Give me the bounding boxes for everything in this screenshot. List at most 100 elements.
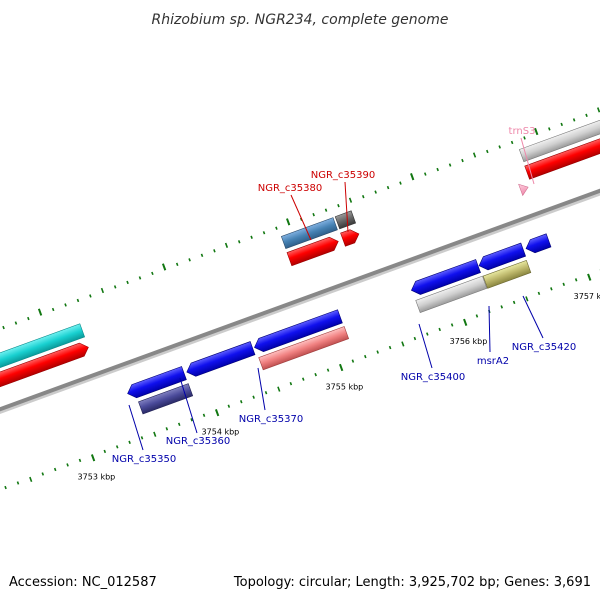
- ruler-tick: [89, 294, 92, 298]
- label-ngr-c35390[interactable]: NGR_c35390: [311, 170, 376, 181]
- ruler-tick: [413, 336, 417, 341]
- callout-ngr-c35380: [290, 194, 312, 241]
- feature-ngr-c35390[interactable]: [334, 210, 357, 230]
- feature-gray-forward[interactable]: [518, 108, 600, 163]
- ruler-tick: [548, 127, 551, 131]
- feature-ngr-c35370[interactable]: [252, 309, 343, 354]
- ruler-tick: [424, 172, 427, 176]
- ruler-tick: [585, 113, 588, 118]
- feature-ngr-c35420[interactable]: [524, 233, 552, 255]
- ruler-tick: [475, 314, 479, 318]
- ruler-tick: [252, 395, 255, 399]
- backbone: [0, 140, 600, 446]
- ruler-tick: [66, 463, 69, 467]
- ruler-tick: [388, 345, 392, 350]
- ruler-tick: [161, 263, 167, 271]
- ruler-label: 3754 kbp: [202, 428, 240, 437]
- genome-track: [0, 107, 600, 490]
- callout-ngr-c35370: [257, 367, 266, 411]
- ruler-tick: [534, 127, 539, 136]
- ruler-tick: [562, 282, 566, 287]
- feature-ngr-c35400-product[interactable]: [415, 275, 488, 314]
- ruler-tick: [286, 218, 291, 226]
- feature-ngr-c35350-product[interactable]: [138, 383, 194, 415]
- ruler-tick: [202, 413, 206, 417]
- ruler-tick: [523, 136, 526, 140]
- feature-ngr-c35380[interactable]: [280, 217, 338, 250]
- ruler-tick: [64, 303, 67, 307]
- ruler-tick: [51, 307, 55, 312]
- feature-cyan-forward[interactable]: [0, 323, 86, 387]
- feature-red-forward-2[interactable]: [524, 122, 600, 180]
- ruler-tick: [262, 231, 266, 235]
- ruler-tick: [560, 122, 563, 127]
- ruler-tick: [27, 316, 30, 321]
- feature-ngr-c35360[interactable]: [184, 341, 256, 379]
- ruler-tick: [175, 262, 179, 267]
- ruler-tick: [78, 458, 82, 463]
- ruler-tick: [410, 173, 415, 181]
- label-ngr-c35400[interactable]: NGR_c35400: [401, 372, 466, 383]
- ruler-tick: [289, 381, 293, 386]
- label-ngr-c35350[interactable]: NGR_c35350: [112, 454, 177, 465]
- label-ngr-c35420[interactable]: NGR_c35420: [512, 342, 577, 353]
- accession-text: Accession: NC_012587: [9, 575, 157, 590]
- ruler-tick: [14, 321, 18, 325]
- reverse-ruler: [4, 269, 600, 490]
- ruler-tick: [4, 485, 7, 490]
- ruler-tick: [140, 436, 144, 440]
- callout-ngr-c35350: [128, 404, 144, 451]
- ruler-tick: [351, 359, 355, 363]
- ruler-tick: [348, 197, 353, 203]
- ruler-tick: [37, 308, 43, 316]
- callout-ngr-c35360: [179, 377, 198, 434]
- feature-ngr-c35400[interactable]: [409, 259, 481, 296]
- label-ngr-c35380[interactable]: NGR_c35380: [258, 183, 323, 194]
- ruler-tick: [277, 386, 281, 392]
- ruler-tick: [498, 145, 501, 149]
- ruler-tick: [239, 400, 243, 404]
- feature-ngr-c35350[interactable]: [125, 366, 187, 401]
- backbone-shadow: [0, 143, 600, 448]
- ruler-tick: [339, 363, 344, 372]
- ruler-tick: [90, 454, 96, 462]
- genome-summary-text: Topology: circular; Length: 3,925,702 bp…: [233, 575, 591, 590]
- ruler-labels: 3753 kbp 3754 kbp 3755 kbp 3756 kbp 3757 kbp…: [78, 292, 600, 482]
- ruler-tick: [29, 476, 33, 483]
- ruler-label: 3755 kbp: [326, 382, 364, 391]
- ruler-tick: [113, 285, 117, 289]
- ruler-tick: [596, 107, 600, 113]
- label-ngr-c35370[interactable]: NGR_c35370: [239, 414, 304, 425]
- ruler-tick: [537, 291, 541, 296]
- ruler-tick: [436, 167, 439, 172]
- ruler-tick: [312, 213, 315, 217]
- ruler-tick: [463, 318, 468, 326]
- feature-trns3[interactable]: [518, 182, 531, 197]
- ruler-tick: [237, 240, 241, 244]
- ruler-tick: [572, 118, 576, 122]
- ruler-tick: [153, 431, 157, 437]
- ruler-tick: [374, 190, 377, 194]
- ruler-tick: [510, 140, 514, 145]
- ruler-tick: [190, 418, 193, 422]
- ruler-tick: [100, 287, 105, 294]
- feature-red-forward[interactable]: [0, 341, 91, 404]
- ruler-tick: [361, 194, 365, 199]
- label-ngr-c35360[interactable]: NGR_c35360: [166, 436, 231, 447]
- feature-msra2[interactable]: [477, 242, 527, 272]
- ruler-tick: [302, 377, 305, 381]
- feature-ngr-c35370-product[interactable]: [258, 326, 350, 371]
- label-msra2[interactable]: msrA2: [477, 356, 509, 367]
- ruler-tick: [151, 271, 154, 276]
- ruler-tick: [399, 181, 402, 185]
- feature-msra2-product[interactable]: [482, 259, 532, 289]
- feature-ngr-c35390-cds[interactable]: [340, 227, 362, 247]
- ruler-tick: [386, 185, 390, 190]
- callout-trns3: [520, 137, 535, 185]
- label-trns3[interactable]: trnS3: [509, 126, 536, 137]
- feature-ngr-c35380-cds[interactable]: [286, 235, 341, 267]
- ruler-tick: [126, 280, 129, 285]
- ruler-tick: [264, 391, 268, 395]
- ruler-tick: [314, 372, 317, 377]
